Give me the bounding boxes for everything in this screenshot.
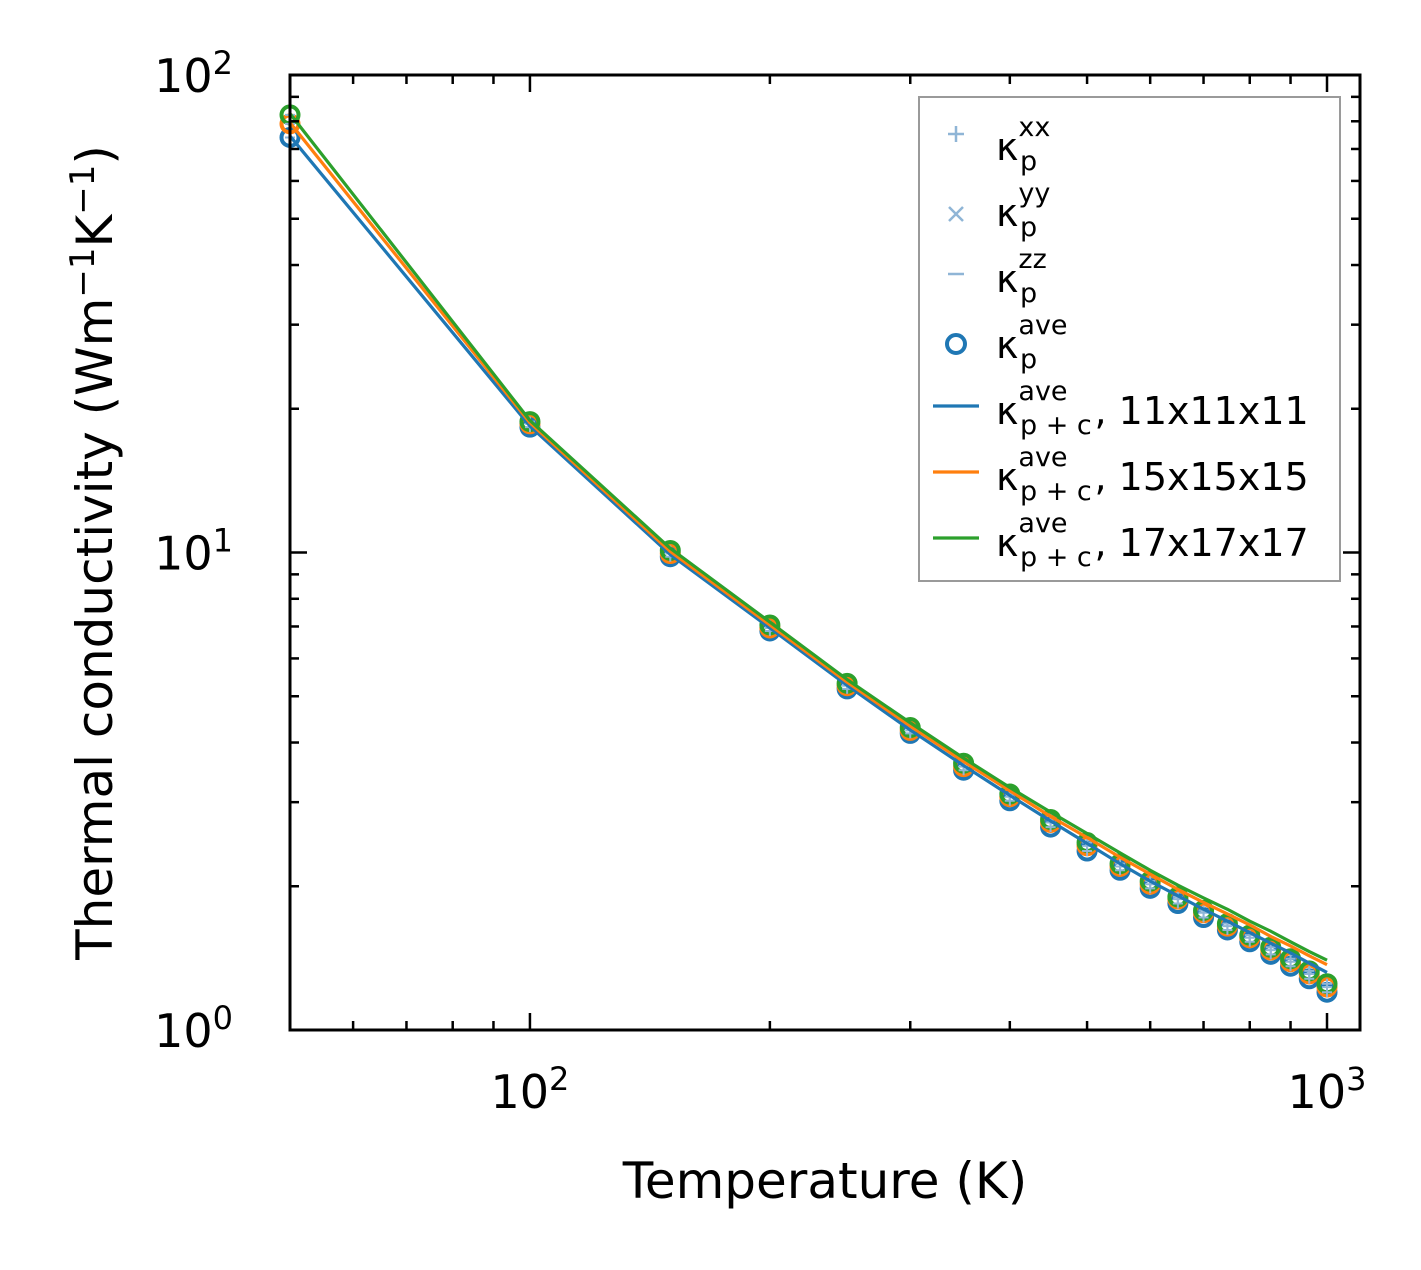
legend-entry-label: κave p + c, 17x17x17 xyxy=(996,508,1309,573)
x-axis-label: Temperature (K) xyxy=(622,1152,1027,1210)
legend-superscript: ave xyxy=(1018,376,1067,407)
kappa-p-component-point-17x17x17-900 xyxy=(1285,953,1296,964)
y-tick-base: 10 xyxy=(154,527,213,581)
y-axis-label-exp2: −1 xyxy=(63,165,103,215)
y-tick-base: 10 xyxy=(154,49,213,103)
y-tick-label-1: 100 xyxy=(154,999,233,1058)
legend-superscript: ave xyxy=(1018,508,1067,539)
legend-subscript: p + c xyxy=(1020,542,1092,573)
legend-subscript: p + c xyxy=(1020,476,1092,507)
legend-kappa-symbol: κ xyxy=(996,389,1018,433)
legend-entry-label: κave p + c, 15x15x15 xyxy=(996,442,1309,507)
legend-kappa-symbol: κ xyxy=(996,257,1018,301)
legend-superscript: yy xyxy=(1018,178,1050,209)
legend-entry-label: κave p xyxy=(996,310,1068,375)
y-tick-label-10: 101 xyxy=(154,522,233,581)
kappa-pc-ave-line-17x17x17 xyxy=(288,112,1328,962)
legend-subscript: p xyxy=(1020,278,1037,309)
legend-superscript: ave xyxy=(1018,310,1067,341)
legend-kappa-symbol: κ xyxy=(996,191,1018,235)
legend-kappa-symbol: κ xyxy=(996,455,1018,499)
y-tick-label-100: 102 xyxy=(154,44,233,103)
legend-tail: , 17x17x17 xyxy=(1095,521,1309,565)
legend-kappa-symbol: κ xyxy=(996,125,1018,169)
y-axis-label: Thermal conductivity (Wm−1K−1) xyxy=(63,145,124,961)
legend-subscript: p + c xyxy=(1020,410,1092,441)
legend-entry-label: κave p + c, 11x11x11 xyxy=(996,376,1309,441)
legend-subscript: p xyxy=(1020,146,1037,177)
y-axis-label-mid: K xyxy=(66,214,124,248)
y-axis-label-exp1: −1 xyxy=(63,248,103,298)
legend-marker-plus xyxy=(948,126,964,142)
y-tick-exponent: 2 xyxy=(213,44,233,82)
legend-tail: , 15x15x15 xyxy=(1095,455,1309,499)
x-tick-exponent: 3 xyxy=(1346,1060,1366,1098)
legend-entry-label: κyy p xyxy=(996,178,1050,243)
y-tick-exponent: 1 xyxy=(213,522,233,560)
x-tick-label-1000: 103 xyxy=(1288,1060,1367,1119)
y-tick-exponent: 0 xyxy=(213,999,233,1037)
legend-tail: , 11x11x11 xyxy=(1095,389,1309,433)
legend-kappa-symbol: κ xyxy=(996,521,1018,565)
legend-subscript: p xyxy=(1020,212,1037,243)
y-tick-base: 10 xyxy=(154,1004,213,1058)
plot-area xyxy=(279,104,1338,1003)
kappa-p-component-point-17x17x17-950 xyxy=(1304,965,1315,976)
x-tick-label-100: 102 xyxy=(490,1060,569,1119)
legend-kappa-symbol: κ xyxy=(996,323,1018,367)
legend-superscript: zz xyxy=(1018,244,1046,275)
y-axis-label-main: Thermal conductivity (Wm xyxy=(66,298,124,961)
legend-superscript: ave xyxy=(1018,442,1067,473)
legend-marker-circle xyxy=(945,333,967,355)
legend-entry-label: κzz p xyxy=(996,244,1047,309)
axis-ticks xyxy=(288,73,1362,1032)
kappa-p-component-point-17x17x17-1000 xyxy=(1322,978,1333,989)
y-axis-label-close: ) xyxy=(66,145,124,165)
x-tick-base: 10 xyxy=(490,1065,549,1119)
x-tick-exponent: 2 xyxy=(549,1060,569,1098)
legend-subscript: p xyxy=(1020,344,1037,375)
legend-superscript: xx xyxy=(1018,112,1050,143)
x-tick-base: 10 xyxy=(1288,1065,1347,1119)
legend-entry-label: κxx p xyxy=(996,112,1050,177)
kappa-pc-ave-line-15x15x15 xyxy=(288,121,1328,967)
legend-box xyxy=(918,96,1341,582)
kappa-pc-ave-line-11x11x11 xyxy=(288,135,1328,974)
legend-marker-x xyxy=(948,206,964,222)
